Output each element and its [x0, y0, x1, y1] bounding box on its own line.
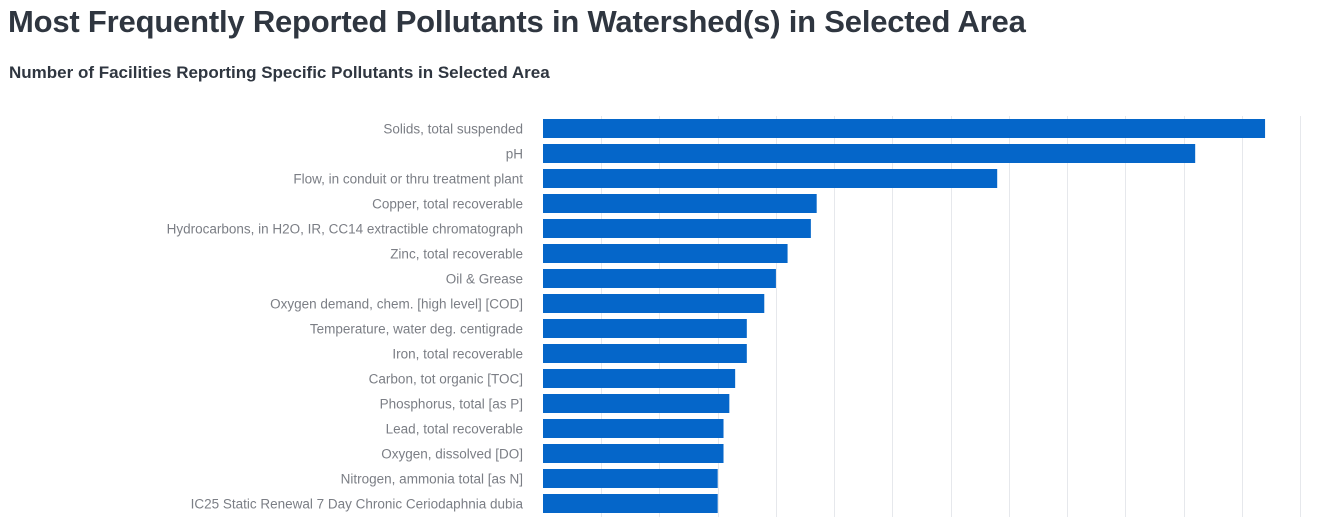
category-label: IC25 Static Renewal 7 Day Chronic Ceriod… — [191, 497, 524, 512]
bar[interactable] — [543, 169, 998, 188]
category-label: Temperature, water deg. centigrade — [310, 322, 523, 337]
chart-subtitle: Number of Facilities Reporting Specific … — [9, 63, 550, 82]
bar[interactable] — [543, 219, 811, 238]
label-layer: Solids, total suspended pH Flow, in condui… — [167, 122, 524, 512]
bar[interactable] — [543, 444, 724, 463]
category-label: Oxygen, dissolved [DO] — [381, 447, 523, 462]
bar[interactable] — [543, 144, 1196, 163]
category-label: Lead, total recoverable — [386, 422, 523, 437]
category-label: Oxygen demand, chem. [high level] [COD] — [270, 297, 523, 312]
category-label: Oil & Grease — [446, 272, 523, 287]
page-title: Most Frequently Reported Pollutants in W… — [8, 4, 1026, 39]
category-label: pH — [506, 147, 523, 162]
bar[interactable] — [543, 344, 747, 363]
category-label: Iron, total recoverable — [392, 347, 523, 362]
category-label: Copper, total recoverable — [372, 197, 523, 212]
category-label: Solids, total suspended — [383, 122, 523, 137]
category-label: Phosphorus, total [as P] — [380, 397, 523, 412]
category-label: Carbon, tot organic [TOC] — [369, 372, 523, 387]
category-label: Hydrocarbons, in H2O, IR, CC14 extractib… — [167, 222, 523, 237]
bar[interactable] — [543, 294, 765, 313]
grid-layer — [601, 116, 1301, 517]
bar[interactable] — [543, 119, 1266, 138]
bar[interactable] — [543, 319, 747, 338]
category-label: Nitrogen, ammonia total [as N] — [341, 472, 523, 487]
bar[interactable] — [543, 244, 788, 263]
bar[interactable] — [543, 194, 817, 213]
category-label: Zinc, total recoverable — [390, 247, 523, 262]
bar[interactable] — [543, 494, 718, 513]
bar[interactable] — [543, 269, 776, 288]
bar[interactable] — [543, 394, 730, 413]
bar[interactable] — [543, 469, 718, 488]
bar[interactable] — [543, 419, 724, 438]
bar-layer — [543, 119, 1266, 513]
bar[interactable] — [543, 369, 736, 388]
category-label: Flow, in conduit or thru treatment plant — [293, 172, 523, 187]
